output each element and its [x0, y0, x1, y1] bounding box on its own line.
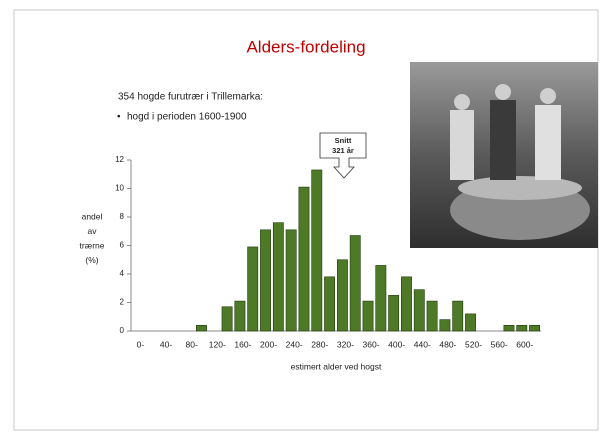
- bar: [389, 295, 399, 331]
- y-axis-label: andel: [82, 211, 103, 221]
- x-tick-label: 0-: [137, 339, 145, 349]
- bar: [529, 325, 539, 331]
- x-tick-label: 600-: [516, 339, 533, 349]
- x-tick-label: 560-: [491, 339, 508, 349]
- head: [495, 84, 511, 100]
- bar: [260, 230, 270, 331]
- bar: [363, 301, 373, 331]
- stump-top: [458, 176, 582, 200]
- y-axis-label: trærne: [79, 240, 104, 250]
- slide: Alders-fordeling 354 hogde furutrær i Tr…: [0, 0, 612, 439]
- x-tick-label: 320-: [337, 339, 354, 349]
- y-axis-label: (%): [85, 255, 98, 265]
- bar: [235, 301, 245, 331]
- y-tick-label: 12: [115, 155, 124, 164]
- bar: [350, 236, 360, 331]
- bar: [196, 325, 206, 331]
- x-tick-label: 440-: [414, 339, 431, 349]
- bar: [401, 277, 411, 331]
- person: [450, 110, 474, 180]
- y-axis-label: av: [88, 226, 98, 236]
- head: [454, 94, 470, 110]
- x-tick-label: 520-: [465, 339, 482, 349]
- bar: [248, 247, 258, 331]
- bar: [222, 307, 232, 331]
- bullet-dot: •: [117, 112, 121, 123]
- x-tick-label: 200-: [260, 339, 277, 349]
- y-tick-label: 6: [120, 241, 125, 250]
- bar: [337, 260, 347, 331]
- y-tick-label: 0: [120, 326, 125, 335]
- person: [490, 100, 516, 180]
- y-tick-label: 10: [115, 184, 124, 193]
- page: {"slide": {"title": "Alders-fordeling", …: [0, 0, 612, 439]
- person: [535, 105, 561, 180]
- bar: [504, 325, 514, 331]
- bar: [273, 223, 283, 331]
- callout-text: Snitt: [335, 136, 352, 145]
- callout-text: 321 år: [332, 146, 354, 155]
- bar: [299, 187, 309, 331]
- x-tick-label: 480-: [439, 339, 456, 349]
- intro-text: 354 hogde furutrær i Trillemarka:: [118, 92, 263, 103]
- bar: [312, 170, 322, 331]
- bar: [517, 325, 527, 331]
- x-tick-label: 400-: [388, 339, 405, 349]
- bar: [465, 314, 475, 331]
- y-tick-label: 4: [120, 269, 125, 278]
- x-tick-label: 80-: [186, 339, 198, 349]
- bar: [324, 277, 334, 331]
- bar: [440, 320, 450, 331]
- photo: [410, 62, 598, 248]
- x-tick-label: 120-: [209, 339, 226, 349]
- x-tick-label: 240-: [286, 339, 303, 349]
- x-tick-label: 360-: [363, 339, 380, 349]
- bar: [427, 301, 437, 331]
- x-axis-label: estimert alder ved hogst: [291, 361, 382, 371]
- bar: [453, 301, 463, 331]
- slide-title: Alders-fordeling: [246, 37, 365, 56]
- x-tick-label: 160-: [234, 339, 251, 349]
- bullet-text: hogd i perioden 1600-1900: [127, 112, 247, 123]
- bar: [414, 290, 424, 331]
- head: [540, 88, 556, 104]
- bar: [286, 230, 296, 331]
- x-tick-label: 280-: [311, 339, 328, 349]
- y-tick-label: 2: [120, 298, 125, 307]
- y-tick-label: 8: [120, 212, 125, 221]
- x-tick-label: 40-: [160, 339, 172, 349]
- bar: [376, 265, 386, 331]
